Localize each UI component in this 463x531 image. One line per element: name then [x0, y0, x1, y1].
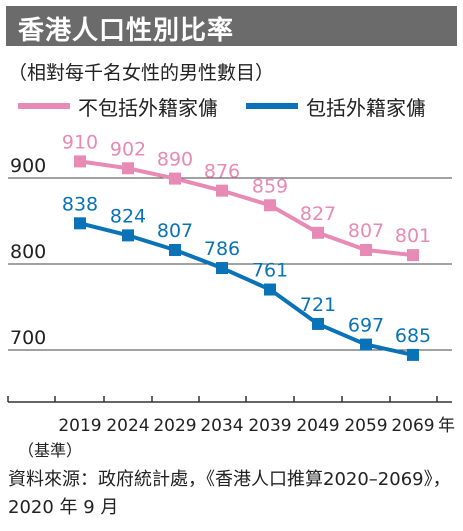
legend-swatch-blue — [246, 103, 298, 109]
data-point-1-2039 — [264, 283, 276, 296]
source-note: 資料來源：政府統計處，《香港人口推算2020–2069》，2020 年 9 月 — [8, 469, 451, 518]
data-label-1-2019: 838 — [62, 193, 98, 215]
data-label-0-2039: 859 — [252, 175, 288, 197]
baseline-note: （基準） — [18, 441, 82, 460]
legend: 不包括外籍家傭 包括外籍家傭 — [0, 92, 463, 120]
data-label-0-2034: 876 — [204, 161, 240, 183]
data-label-1-2029: 807 — [157, 220, 193, 242]
x-tick-label-2059: 2059 — [344, 416, 387, 436]
legend-label-excluding: 不包括外籍家傭 — [78, 96, 218, 120]
x-tick-label-2049: 2049 — [296, 416, 339, 436]
x-tick-label-2034: 2034 — [200, 416, 243, 436]
data-point-1-2029 — [169, 243, 181, 256]
data-label-1-2034: 786 — [204, 238, 240, 260]
x-tick-label-2024: 2024 — [106, 416, 149, 436]
legend-swatch-pink — [18, 103, 70, 109]
line-chart: 900 800 700 2019 2024 2029 2034 2039 2049 2059 206… — [7, 131, 455, 460]
x-tick-label-2069: 2069 — [391, 416, 434, 436]
data-point-0-2069 — [407, 249, 419, 262]
data-point-0-2029 — [169, 172, 181, 185]
data-point-0-2059 — [360, 243, 372, 256]
data-label-0-2049: 827 — [300, 203, 336, 225]
title-bar: 香港人口性別比率 — [6, 6, 457, 46]
chart-title: 香港人口性別比率 — [18, 16, 235, 46]
data-label-1-2059: 697 — [348, 315, 384, 337]
series-line-0 — [79, 159, 414, 258]
y-tick-label-800: 800 — [10, 241, 46, 263]
data-label-1-2069: 685 — [395, 325, 431, 347]
chart-subtitle: （相對每千名女性的男性數目） — [8, 62, 275, 84]
data-label-0-2069: 801 — [395, 225, 431, 247]
data-point-1-2069 — [407, 348, 419, 361]
data-label-1-2049: 721 — [300, 294, 336, 316]
data-point-1-2024 — [122, 229, 134, 242]
data-point-1-2019 — [74, 217, 86, 230]
x-tick-label-2029: 2029 — [153, 416, 196, 436]
data-point-0-2034 — [216, 184, 228, 197]
legend-label-including: 包括外籍家傭 — [306, 96, 426, 120]
data-label-1-2039: 761 — [252, 260, 288, 282]
data-point-1-2034 — [216, 262, 228, 275]
x-unit-label: 年 — [438, 416, 455, 436]
data-point-0-2049 — [312, 226, 324, 239]
data-point-1-2049 — [312, 317, 324, 330]
x-tick-label-2019: 2019 — [58, 416, 101, 436]
series-line-1 — [79, 221, 414, 357]
data-point-0-2019 — [74, 155, 86, 168]
data-point-0-2039 — [264, 199, 276, 212]
data-label-0-2029: 890 — [157, 149, 193, 171]
data-label-0-2059: 807 — [348, 220, 384, 242]
x-tick-label-2039: 2039 — [248, 416, 291, 436]
data-point-0-2024 — [122, 162, 134, 175]
data-label-0-2024: 902 — [110, 138, 146, 160]
data-label-0-2019: 910 — [62, 131, 98, 153]
data-point-1-2059 — [360, 338, 372, 351]
data-label-1-2024: 824 — [110, 205, 146, 227]
y-tick-label-700: 700 — [10, 327, 46, 349]
y-tick-label-900: 900 — [10, 155, 46, 177]
